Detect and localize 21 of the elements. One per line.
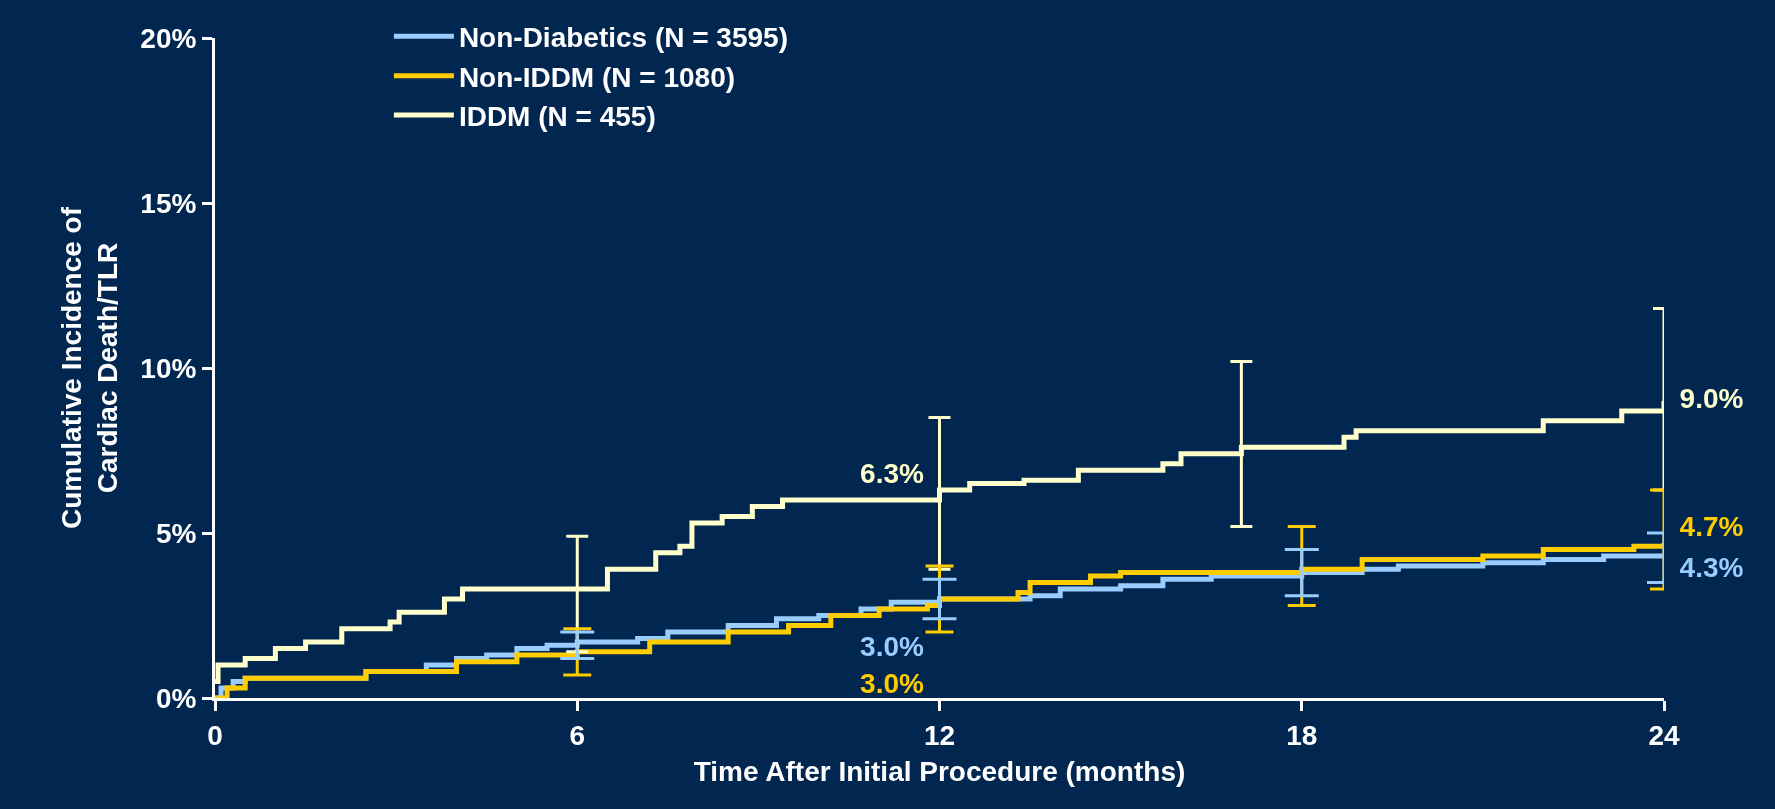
data-label: 3.0% bbox=[860, 667, 925, 699]
y-tick-label: 10% bbox=[140, 352, 197, 384]
data-label: 4.3% bbox=[1679, 552, 1744, 584]
y-axis-title: Cumulative Incidence of Cardiac Death/TLR bbox=[55, 206, 124, 530]
data-label: 9.0% bbox=[1679, 383, 1744, 414]
y-tick-label: 15% bbox=[140, 187, 197, 219]
data-label: 6.3% bbox=[860, 458, 925, 490]
x-tick-label: 6 bbox=[569, 719, 586, 751]
x-tick-label: 24 bbox=[1648, 719, 1680, 751]
legend-label: IDDM (N = 455) bbox=[458, 101, 656, 133]
x-tick-label: 12 bbox=[923, 719, 956, 751]
y-tick-label: 20% bbox=[140, 22, 197, 54]
y-tick-label: 0% bbox=[155, 682, 197, 714]
x-tick-label: 0 bbox=[207, 719, 223, 751]
legend-label: Non-Diabetics (N = 3595) bbox=[458, 22, 788, 54]
x-axis-title: Time After Initial Procedure (months) bbox=[693, 755, 1186, 787]
data-label: 3.0% bbox=[860, 631, 925, 663]
y-tick-label: 5% bbox=[155, 517, 197, 549]
x-tick-label: 18 bbox=[1286, 719, 1318, 751]
data-label: 4.7% bbox=[1679, 510, 1744, 542]
legend-label: Non-IDDM (N = 1080) bbox=[458, 61, 736, 93]
